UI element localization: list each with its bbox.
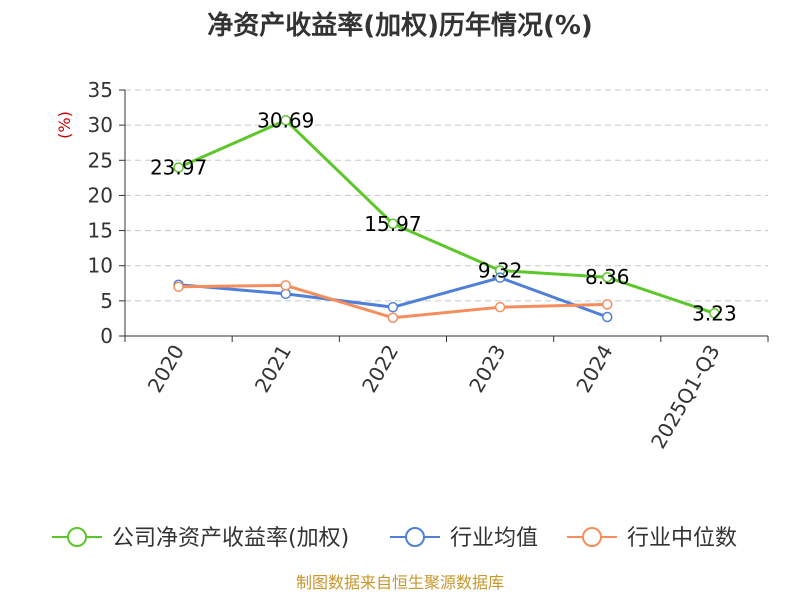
legend-marker-2 <box>405 527 425 547</box>
data-label: 23.97 <box>150 156 207 180</box>
source-note: 制图数据来自恒生聚源数据库 <box>296 573 504 592</box>
x-tick-label: 2022 <box>357 341 403 397</box>
data-label: 8.36 <box>585 265 630 289</box>
data-label: 9.32 <box>478 258 523 282</box>
data-label: 30.69 <box>257 108 314 132</box>
data-point-series-1 <box>709 308 720 319</box>
legend-label-3: 行业中位数 <box>627 526 737 551</box>
x-tick-label: 2025Q1-Q3 <box>646 341 725 453</box>
y-tick-label: 15 <box>88 219 113 243</box>
legend-marker-1 <box>67 527 87 547</box>
series-group <box>173 115 720 323</box>
grid-lines <box>125 89 768 302</box>
x-tick-label: 2020 <box>143 341 189 397</box>
data-point-series-2 <box>387 301 399 313</box>
legend: 公司净资产收益率(加权) 行业均值 行业中位数 <box>52 526 737 551</box>
data-point-series-3 <box>387 312 399 323</box>
data-labels: 23.97 30.69 15.97 9.32 8.36 3.23 <box>150 108 737 325</box>
data-point-series-3 <box>173 281 184 293</box>
y-tick-label: 25 <box>88 148 113 172</box>
data-label: 15.97 <box>364 212 421 236</box>
y-tick-label: 0 <box>100 324 113 348</box>
data-point-series-2 <box>602 311 613 323</box>
legend-marker-3 <box>582 527 602 547</box>
y-tick-label: 35 <box>88 78 113 102</box>
data-point-series-1 <box>173 162 184 173</box>
data-point-series-3 <box>494 301 506 313</box>
data-point-series-3 <box>280 280 291 291</box>
data-point-series-1 <box>387 218 399 230</box>
series-line-1 <box>177 118 715 315</box>
chart-title: 净资产收益率(加权)历年情况(%) <box>207 10 593 41</box>
data-point-series-1 <box>280 115 291 126</box>
data-point-series-2 <box>280 288 291 300</box>
data-point-series-2 <box>494 272 506 283</box>
y-axis-unit-label: (%) <box>55 111 74 139</box>
x-tick-label: 2023 <box>464 341 510 397</box>
y-tick-label: 10 <box>88 254 113 278</box>
x-tick-label: 2021 <box>250 341 296 397</box>
x-tick-label: 2024 <box>571 341 617 397</box>
y-tick-label: 5 <box>100 289 113 313</box>
legend-label-1: 公司净资产收益率(加权) <box>112 526 349 551</box>
data-label: 3.23 <box>692 301 737 325</box>
data-point-series-1 <box>602 271 613 283</box>
y-tick-label: 30 <box>88 113 113 137</box>
y-tick-label: 20 <box>88 183 113 207</box>
legend-label-2: 行业均值 <box>450 526 538 551</box>
data-point-series-3 <box>602 299 613 310</box>
